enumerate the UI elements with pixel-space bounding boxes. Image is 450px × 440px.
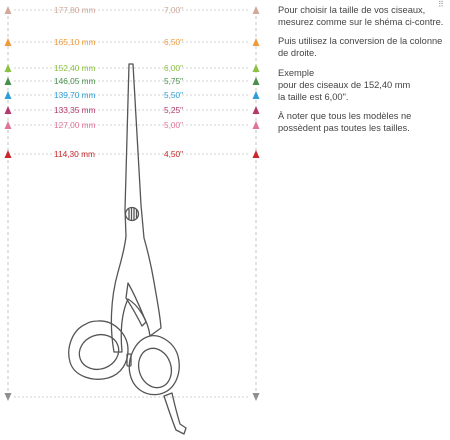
right-size-marker <box>252 64 260 72</box>
scissors-blade <box>110 63 162 353</box>
scissors-screw <box>124 206 140 222</box>
left-finger-ring <box>68 320 129 380</box>
instructions-paragraph-3: Exemple pour des ciseaux de 152,40 mm la… <box>278 67 410 103</box>
instructions-paragraph-2: Puis utilisez la conversion de la colonn… <box>278 35 442 59</box>
right-size-marker <box>252 121 260 129</box>
size-inch-label: 4,50" <box>164 149 183 159</box>
size-mm-label: 152,40 mm <box>54 63 96 73</box>
instruction-line: possèdent pas toutes les tailles. <box>278 123 410 133</box>
left-size-marker <box>4 106 12 114</box>
right-size-marker <box>252 106 260 114</box>
size-mm-label: 133,35 mm <box>54 105 96 115</box>
size-inch-label: 5,00" <box>164 120 183 130</box>
size-inch-label: 6,00" <box>164 63 183 73</box>
size-mm-label: 114,30 mm <box>54 149 95 159</box>
instruction-line: À noter que tous les modèles ne <box>278 111 412 121</box>
left-size-marker <box>4 150 12 158</box>
left-ring-hole <box>78 333 120 371</box>
instruction-line: de droite. <box>278 48 317 58</box>
corner-glyph: ⠿ <box>438 0 444 9</box>
right-size-marker <box>252 6 260 14</box>
size-inch-label: 5,25" <box>164 105 183 115</box>
instructions-paragraph-1: Pour choisir la taille de vos ciseaux, m… <box>278 4 443 28</box>
size-mm-label: 146,05 mm <box>54 76 96 86</box>
bottom-right-marker <box>252 393 260 401</box>
size-mm-label: 165,10 mm <box>54 37 96 47</box>
instruction-line: Pour choisir la taille de vos ciseaux, <box>278 5 426 15</box>
instruction-line: pour des ciseaux de 152,40 mm <box>278 80 411 90</box>
left-size-marker <box>4 64 12 72</box>
right-size-marker <box>252 150 260 158</box>
size-inch-label: 5,50" <box>164 90 183 100</box>
left-size-marker <box>4 6 12 14</box>
finger-rest <box>163 392 187 435</box>
size-inch-label: 6,50" <box>164 37 183 47</box>
right-size-marker <box>252 91 260 99</box>
left-size-marker <box>4 91 12 99</box>
right-ring-hole <box>137 347 173 389</box>
size-inch-label: 7,00" <box>164 5 183 15</box>
instruction-line: mesurez comme sur le shéma ci-contre. <box>278 17 444 27</box>
left-size-marker <box>4 77 12 85</box>
measurement-guides <box>7 16 257 392</box>
size-rows: 177,80 mm 7,00" 165,10 mm 6,50" 152,40 mm 6,0… <box>4 5 260 401</box>
right-finger-ring <box>128 335 180 396</box>
instruction-line: Puis utilisez la conversion de la colonn… <box>278 36 443 46</box>
ring-stopper <box>126 353 132 367</box>
right-size-marker <box>252 38 260 46</box>
scissors-inner-opening <box>125 282 147 327</box>
instruction-line: la taille est 6,00". <box>278 92 349 102</box>
instruction-line: Exemple <box>278 68 315 78</box>
size-inch-label: 5,75" <box>164 76 183 86</box>
left-size-marker <box>4 121 12 129</box>
scissors-outline <box>68 63 187 435</box>
size-mm-label: 177,80 mm <box>54 5 96 15</box>
left-size-marker <box>4 38 12 46</box>
right-size-marker <box>252 77 260 85</box>
size-mm-label: 127,00 mm <box>54 120 96 130</box>
bottom-left-marker <box>4 393 12 401</box>
instructions-paragraph-4: À noter que tous les modèles ne possèden… <box>278 110 411 134</box>
size-mm-label: 139,70 mm <box>54 90 96 100</box>
